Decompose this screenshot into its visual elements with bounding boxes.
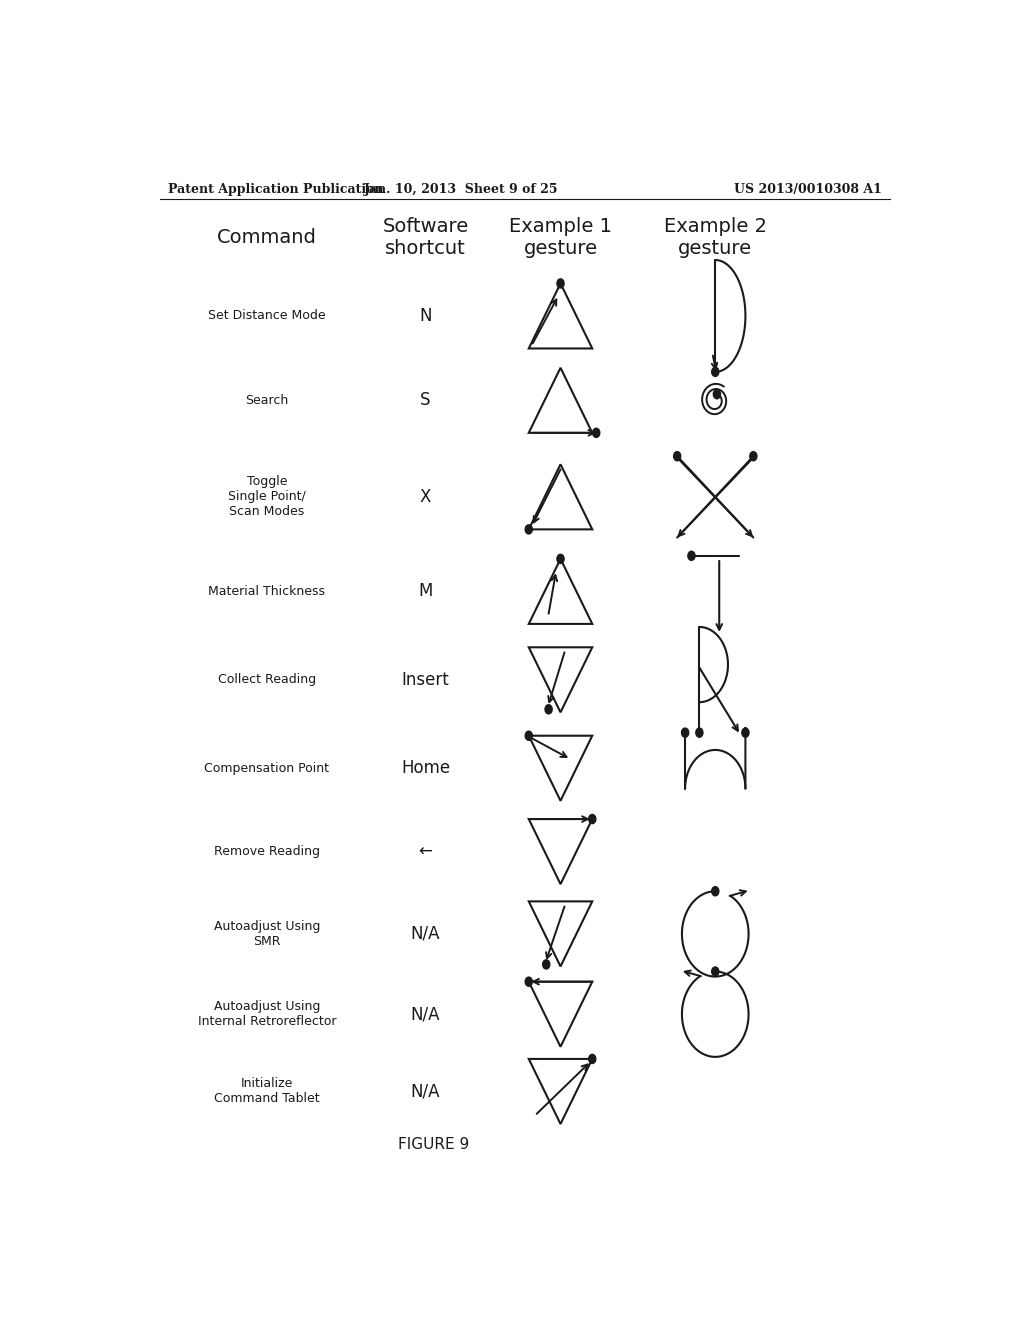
Text: Autoadjust Using
Internal Retroreflector: Autoadjust Using Internal Retroreflector — [198, 1001, 336, 1028]
Text: Toggle
Single Point/
Scan Modes: Toggle Single Point/ Scan Modes — [228, 475, 306, 519]
Circle shape — [557, 279, 564, 288]
Circle shape — [545, 705, 552, 714]
Circle shape — [712, 887, 719, 896]
Text: Software
shortcut: Software shortcut — [383, 218, 469, 259]
Text: Search: Search — [246, 393, 289, 407]
Circle shape — [696, 729, 702, 738]
Text: ←: ← — [419, 842, 432, 861]
Circle shape — [674, 451, 681, 461]
Text: Collect Reading: Collect Reading — [218, 673, 316, 686]
Text: Example 2
gesture: Example 2 gesture — [664, 218, 767, 259]
Text: N: N — [420, 308, 432, 325]
Text: X: X — [420, 488, 431, 506]
Text: Home: Home — [401, 759, 451, 777]
Circle shape — [750, 451, 757, 461]
Circle shape — [714, 389, 721, 399]
Text: Jan. 10, 2013  Sheet 9 of 25: Jan. 10, 2013 Sheet 9 of 25 — [365, 183, 558, 197]
Text: US 2013/0010308 A1: US 2013/0010308 A1 — [734, 183, 882, 197]
Circle shape — [525, 977, 532, 986]
Text: N/A: N/A — [411, 1006, 440, 1023]
Text: Initialize
Command Tablet: Initialize Command Tablet — [214, 1077, 319, 1105]
Circle shape — [525, 525, 532, 535]
Text: N/A: N/A — [411, 1082, 440, 1101]
Circle shape — [525, 731, 532, 741]
Circle shape — [688, 552, 695, 561]
Circle shape — [589, 814, 596, 824]
Circle shape — [589, 1055, 596, 1064]
Circle shape — [593, 428, 600, 437]
Text: Insert: Insert — [401, 671, 450, 689]
Text: Set Distance Mode: Set Distance Mode — [208, 309, 326, 322]
Circle shape — [712, 968, 719, 975]
Text: Example 1
gesture: Example 1 gesture — [509, 218, 612, 259]
Text: S: S — [420, 391, 431, 409]
Circle shape — [741, 729, 749, 738]
Circle shape — [682, 729, 689, 738]
Text: M: M — [419, 582, 433, 601]
Text: N/A: N/A — [411, 925, 440, 942]
Text: Compensation Point: Compensation Point — [205, 762, 330, 775]
Text: Remove Reading: Remove Reading — [214, 845, 319, 858]
Text: Patent Application Publication: Patent Application Publication — [168, 183, 383, 197]
Text: FIGURE 9: FIGURE 9 — [398, 1137, 469, 1152]
Text: Command: Command — [217, 228, 316, 247]
Circle shape — [543, 960, 550, 969]
Circle shape — [557, 554, 564, 564]
Text: Material Thickness: Material Thickness — [208, 585, 326, 598]
Circle shape — [712, 367, 719, 376]
Text: Autoadjust Using
SMR: Autoadjust Using SMR — [214, 920, 321, 948]
